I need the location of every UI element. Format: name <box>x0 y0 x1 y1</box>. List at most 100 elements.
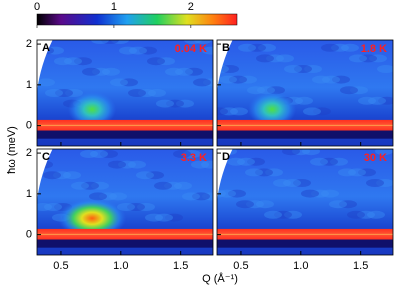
texture <box>295 96 313 105</box>
texture <box>129 46 147 55</box>
dark-band <box>217 239 393 248</box>
texture <box>341 43 359 52</box>
panel-frame <box>36 148 214 256</box>
panel-label: A <box>42 42 50 54</box>
colorbar-tick-label: 2 <box>188 1 194 13</box>
y-tick-label: 0 <box>26 229 32 241</box>
texture <box>258 43 276 52</box>
texture <box>349 54 367 63</box>
texture <box>304 65 322 73</box>
texture <box>55 89 73 97</box>
panel: B 1.8 K <box>216 39 394 147</box>
temperature-label: 30 K <box>364 152 387 164</box>
texture <box>264 210 282 219</box>
texture <box>369 54 387 63</box>
texture <box>74 57 92 66</box>
texture <box>220 107 238 116</box>
texture <box>347 210 365 219</box>
x-axis-label: Q (Å⁻¹) <box>202 272 238 285</box>
texture <box>148 89 166 97</box>
panel: A 0.04 K 0 1 2 <box>26 38 214 147</box>
texture <box>201 160 213 169</box>
texture <box>192 192 210 201</box>
texture <box>157 57 175 66</box>
texture <box>293 179 311 187</box>
y-axis-label: ħω (meV) <box>6 126 18 174</box>
texture <box>256 200 274 209</box>
texture <box>239 75 257 84</box>
texture <box>139 46 157 55</box>
texture <box>228 189 246 198</box>
texture <box>367 210 385 219</box>
texture <box>357 210 375 219</box>
texture <box>128 89 146 97</box>
texture <box>81 181 99 190</box>
texture <box>237 157 255 166</box>
texture <box>377 65 393 73</box>
texture <box>229 75 247 84</box>
texture <box>128 160 146 169</box>
texture <box>339 200 357 209</box>
colorbar-tick-label: 1 <box>111 1 117 13</box>
texture <box>255 168 273 177</box>
texture <box>348 168 366 177</box>
texture <box>350 86 368 95</box>
texture <box>217 189 226 198</box>
texture <box>247 86 265 95</box>
texture <box>176 99 194 108</box>
texture <box>236 200 254 209</box>
texture <box>313 107 331 116</box>
texture <box>145 213 163 222</box>
texture <box>64 57 82 66</box>
x-tick-label: 1.5 <box>353 260 368 272</box>
texture <box>368 96 386 105</box>
texture <box>166 99 184 108</box>
texture <box>248 43 266 52</box>
texture <box>173 150 191 158</box>
texture <box>219 75 237 84</box>
texture <box>91 40 109 44</box>
texture <box>256 54 274 63</box>
x-tick-label: 1.0 <box>113 260 128 272</box>
inelastic-peak <box>68 91 117 128</box>
texture <box>302 149 320 156</box>
texture <box>92 67 110 76</box>
dark-band <box>217 130 393 139</box>
texture <box>203 78 213 87</box>
texture <box>37 78 55 87</box>
texture <box>99 192 117 201</box>
texture <box>217 107 228 116</box>
texture <box>118 160 136 169</box>
texture <box>53 171 71 180</box>
texture <box>154 181 172 190</box>
texture <box>80 150 98 158</box>
texture <box>147 57 165 66</box>
texture <box>230 107 248 116</box>
kinematic-limit <box>217 149 233 200</box>
texture <box>193 78 211 87</box>
texture <box>358 96 376 105</box>
texture <box>37 203 52 211</box>
panel: C 3.3 K 0 1 2 0.5 1.0 1.5 <box>26 147 214 272</box>
texture <box>338 168 356 177</box>
inelastic-peak <box>248 91 297 128</box>
temperature-label: 0.04 K <box>175 43 207 55</box>
texture <box>54 57 72 66</box>
texture <box>175 67 193 76</box>
texture <box>164 181 182 190</box>
texture <box>63 171 81 180</box>
y-tick-label: 2 <box>26 147 32 159</box>
texture <box>90 150 108 158</box>
texture <box>127 203 145 211</box>
texture <box>247 157 265 166</box>
texture <box>322 75 340 84</box>
y-tick-label: 2 <box>26 38 32 50</box>
texture <box>292 149 310 156</box>
texture <box>266 54 284 63</box>
panel-frame <box>216 39 394 147</box>
texture <box>359 54 377 63</box>
texture <box>183 150 201 158</box>
panel-frame <box>216 148 394 256</box>
texture <box>194 40 212 44</box>
texture <box>82 67 100 76</box>
